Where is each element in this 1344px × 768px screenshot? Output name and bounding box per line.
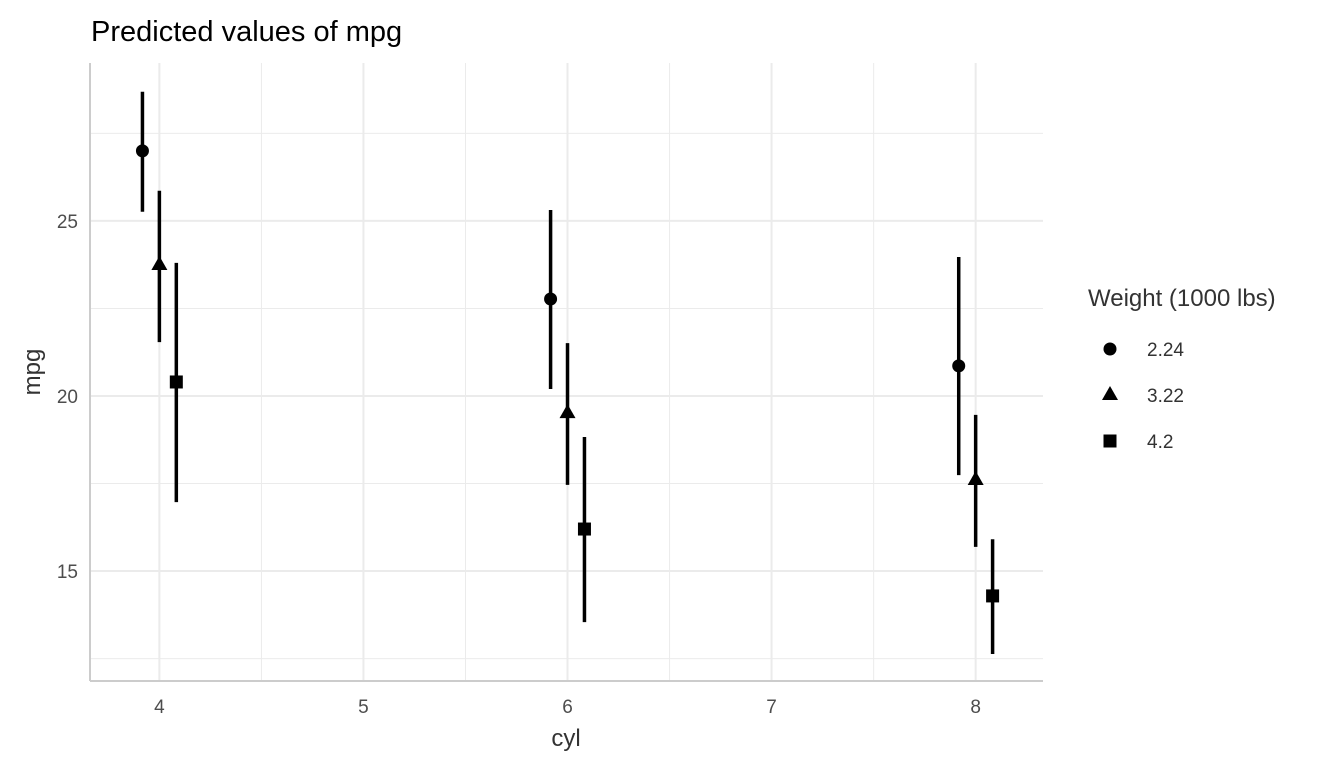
legend-square-icon xyxy=(1103,434,1117,448)
triangle-point xyxy=(559,404,576,419)
square-point xyxy=(986,589,1000,603)
square-point xyxy=(169,375,183,389)
legend: Weight (1000 lbs) 2.24 3.22 4.2 xyxy=(1088,285,1276,453)
y-tick-label: 25 xyxy=(57,212,78,233)
x-tick-label: 6 xyxy=(562,697,573,718)
chart-title: Predicted values of mpg xyxy=(91,16,402,48)
x-tick-label: 4 xyxy=(154,697,165,718)
legend-label: 2.24 xyxy=(1147,340,1184,361)
x-tick-label: 7 xyxy=(766,697,777,718)
y-tick-label: 15 xyxy=(57,562,78,583)
legend-circle-icon xyxy=(1103,342,1117,356)
y-axis-label: mpg xyxy=(19,349,46,396)
legend-title: Weight (1000 lbs) xyxy=(1088,285,1276,312)
square-point xyxy=(577,522,591,536)
legend-triangle-icon xyxy=(1102,386,1118,400)
y-tick-label: 20 xyxy=(57,387,78,408)
x-axis-label: cyl xyxy=(551,725,580,752)
legend-label: 4.2 xyxy=(1147,432,1173,453)
ticks: 4 5 6 7 8 15 20 25 xyxy=(57,212,981,718)
triangle-point xyxy=(967,471,984,486)
circle-point xyxy=(544,292,558,306)
grid xyxy=(89,63,1043,682)
circle-point xyxy=(135,144,149,158)
x-tick-label: 5 xyxy=(358,697,369,718)
legend-label: 3.22 xyxy=(1147,386,1184,407)
x-tick-label: 8 xyxy=(970,697,981,718)
triangle-point xyxy=(151,256,168,271)
marks xyxy=(135,91,1000,655)
circle-point xyxy=(952,359,966,373)
